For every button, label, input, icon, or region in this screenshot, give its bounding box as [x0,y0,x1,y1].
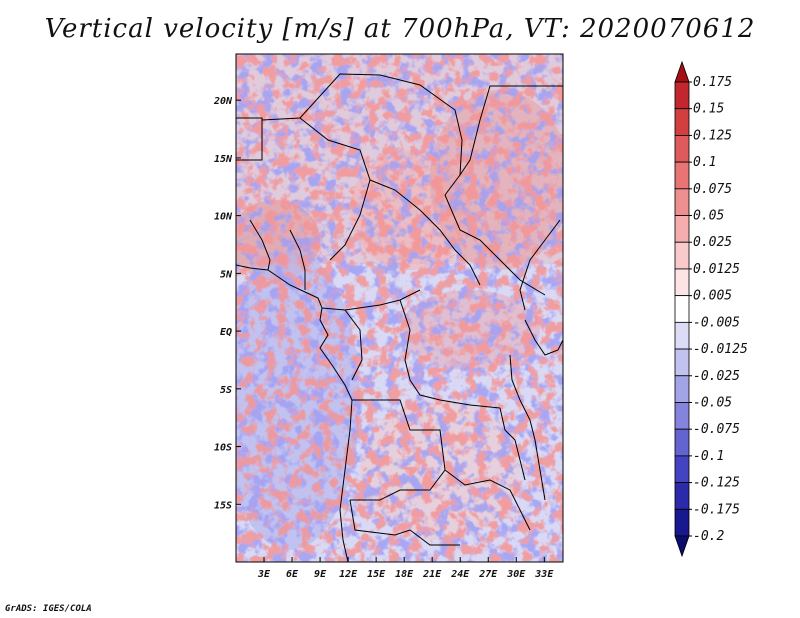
border-gabon-congo [344,309,363,381]
lake-tanganyika-nyasa [509,354,546,501]
lat-tick-label: 5N [220,269,233,280]
colorbar-swatch [674,321,690,350]
colorbar-label: 0.005 [693,289,732,304]
colorbar-label: 0.1 [693,155,716,170]
border-sudan [444,194,546,296]
plot-frame [235,53,564,563]
colorbar-label: -0.1 [693,449,724,464]
border-namibia [349,499,460,546]
border-ethiopia [519,219,561,311]
border-guinea [249,219,271,271]
lon-tick-label: 33E [534,569,554,580]
field-speckle [236,54,563,562]
lon-tick-label: 27E [478,569,498,580]
colorbar-swatch [674,81,690,110]
colorbar-swatch [674,402,690,430]
border-tanzania [499,407,526,481]
colorbar-label: -0.005 [693,315,740,330]
colorbar-swatch [674,428,690,457]
colorbar-label: -0.025 [693,369,740,384]
axis-ticks: 3E 6E 9E 12E 15E 18E 21E 24E 27E 30E 33E 20N 15N 10N 5… [213,96,554,580]
colorbar: 0.175 0.15 0.125 0.1 0.075 0.05 0.025 0.0125 0.0… [674,60,748,558]
lon-tick-label: 6E [286,569,299,580]
border-ghana [289,229,306,290]
lat-tick-label: 10S [214,443,232,454]
colorbar-swatch [674,188,690,216]
colorbar-swatch [674,268,690,297]
lon-tick-label: 21E [422,569,442,580]
lon-tick-label: 24E [450,569,470,580]
colorbar-swatch [674,482,690,510]
colorbar-swatch [674,135,690,163]
lon-tick-label: 3E [257,569,271,580]
colorbar-swatch [674,295,690,323]
colorbar-swatch [674,375,690,403]
country-borders [236,73,563,562]
border-egypt-sudan [459,85,563,176]
lat-tick-label: 10N [214,212,233,223]
colorbar-label: 0.15 [693,102,724,117]
colorbar-label: -0.075 [693,422,740,437]
colorbar-swatch [674,508,690,537]
footer-credit: GrADS: IGES/COLA [5,604,92,614]
colorbar-label: -0.2 [693,529,724,544]
colorbar-swatch [674,455,690,483]
velocity-field [236,54,563,562]
lon-tick-label: 9E [314,569,327,580]
chart-title: Vertical velocity [m/s] at 700hPa, VT: 2… [44,14,756,44]
colorbar-swatch [674,215,690,243]
lat-tick-label: 15S [214,500,232,511]
colorbar-swatch [674,161,690,190]
lat-tick-label: EQ [220,327,232,338]
lat-tick-label: 20N [213,96,233,107]
border-niger-chad [261,73,463,196]
border-cameroon-car [321,289,421,311]
lon-tick-label: 15E [367,569,386,580]
colorbar-label: 0.025 [693,235,732,250]
colorbar-swatch [674,348,690,377]
lake-victoria [524,319,563,356]
colorbar-label: -0.175 [693,502,740,517]
colorbar-label: 0.175 [693,75,732,90]
border-chad-car [369,179,481,286]
colorbar-swatch [674,108,690,136]
lon-tick-label: 30E [506,569,526,580]
colorbar-label: 0.075 [693,182,732,197]
colorbar-label: -0.05 [693,395,732,410]
lat-tick-label: 5S [220,385,232,396]
colorbar-label: -0.0125 [693,342,748,357]
lon-tick-label: 12E [339,569,358,580]
colorbar-bottom-arrow [674,535,690,558]
colorbar-label: 0.05 [693,209,724,224]
colorbar-label: -0.125 [693,476,740,491]
colorbar-label: 0.125 [693,128,732,143]
lon-tick-label: 18E [395,569,414,580]
border-zambia [444,469,531,531]
colorbar-swatch [674,241,690,270]
coastline-west [236,264,353,562]
colorbar-label: 0.0125 [693,262,740,277]
colorbar-top-arrow [674,60,690,83]
border-drc-north [399,299,501,409]
lat-tick-label: 15N [214,154,233,165]
border-senegal [236,117,263,161]
